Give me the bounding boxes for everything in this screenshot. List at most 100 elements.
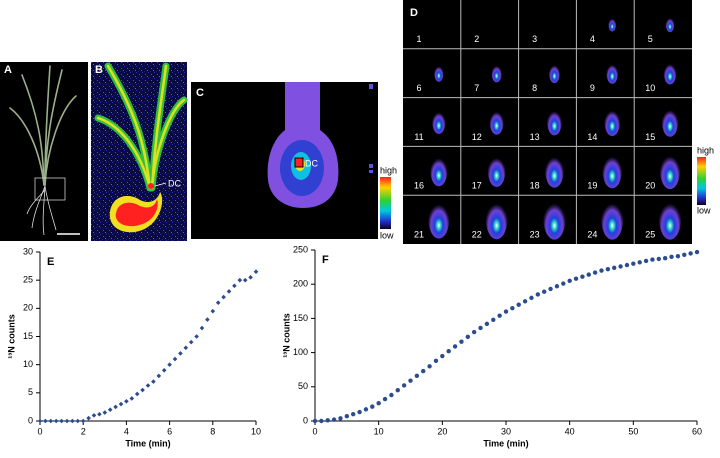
frame-number: 18: [530, 181, 540, 191]
point: [188, 339, 194, 345]
point: [161, 368, 167, 373]
y-tick-label: 250: [293, 244, 308, 254]
panel-label: C: [196, 87, 204, 99]
point: [688, 251, 693, 256]
point: [503, 309, 509, 314]
x-tick-label: 60: [692, 426, 702, 436]
photo-background: [0, 62, 88, 241]
point: [427, 364, 432, 369]
point: [64, 418, 70, 424]
panel-label: D: [410, 7, 418, 19]
point: [86, 415, 91, 421]
dc-region: [294, 157, 304, 168]
point: [446, 349, 451, 354]
point: [580, 274, 585, 279]
point: [554, 284, 560, 289]
y-tick-label: 30: [23, 246, 33, 256]
point: [319, 418, 324, 424]
y-tick-label: 15: [23, 331, 33, 341]
point: [102, 410, 108, 415]
x-tick-label: 30: [501, 426, 511, 436]
panel-label: B: [95, 64, 103, 76]
x-tick-label: 10: [374, 426, 384, 436]
point: [129, 396, 135, 401]
frame-signal: [665, 16, 675, 33]
annotation-arrow: [154, 182, 167, 187]
scale-high: high: [697, 145, 714, 155]
point: [75, 418, 81, 424]
x-tick-label: 0: [37, 426, 42, 436]
frame-number: 25: [645, 229, 655, 239]
frame-signal: [428, 200, 450, 239]
point: [351, 411, 356, 417]
point: [484, 321, 490, 327]
point: [134, 391, 140, 397]
frame-number: 3: [532, 34, 537, 44]
point: [694, 249, 700, 255]
point: [248, 275, 253, 280]
scale-low: low: [697, 205, 711, 215]
point: [516, 302, 521, 307]
frame-number: 6: [416, 83, 421, 93]
point: [669, 254, 674, 260]
point: [205, 317, 210, 322]
annotation: DC: [305, 158, 318, 168]
frame-signal: [545, 153, 564, 188]
y-tick-label: 25: [23, 275, 33, 285]
point: [215, 300, 221, 305]
point: [452, 344, 458, 349]
y-tick-label: 0: [28, 415, 33, 425]
point: [325, 418, 330, 423]
point: [48, 418, 54, 424]
plant: [9, 65, 77, 186]
point: [624, 262, 630, 268]
point: [210, 308, 216, 314]
point: [529, 295, 534, 301]
point: [535, 292, 541, 297]
color-bar: [380, 177, 391, 229]
frame-signal: [548, 63, 560, 84]
y-tick-label: 150: [293, 313, 308, 323]
frame-signal: [432, 110, 446, 134]
point: [331, 417, 337, 422]
frame-signal: [659, 152, 681, 190]
point: [433, 358, 439, 364]
frame-number: 10: [645, 83, 655, 93]
frame-number: 7: [474, 83, 479, 93]
y-tick-label: 200: [293, 279, 308, 289]
point: [548, 286, 553, 292]
point: [145, 383, 151, 388]
x-tick-label: 0: [312, 426, 317, 436]
panel-b: DC B: [91, 62, 188, 241]
point: [172, 356, 178, 362]
frame-number: 8: [532, 83, 537, 93]
point: [124, 398, 129, 404]
frame-number: 4: [590, 34, 595, 44]
point: [226, 289, 232, 294]
y-tick-label: 5: [28, 387, 33, 397]
point: [151, 379, 156, 384]
frame-signal: [543, 199, 566, 240]
point: [618, 264, 623, 269]
point: [156, 373, 162, 379]
point: [178, 351, 183, 356]
x-tick-label: 6: [167, 426, 172, 436]
x-tick-label: 40: [565, 426, 575, 436]
frame-number: 17: [472, 181, 482, 191]
point: [471, 329, 477, 335]
dc-spot: [148, 183, 154, 189]
point: [312, 418, 318, 424]
y-tick-label: 20: [23, 303, 33, 313]
point: [167, 362, 172, 367]
frame-signal: [487, 154, 506, 187]
frame-number: 21: [414, 229, 424, 239]
frame-number: 22: [472, 229, 482, 239]
point: [567, 278, 572, 283]
point: [656, 256, 661, 262]
point: [478, 325, 483, 331]
noise-pixel: [369, 84, 373, 89]
x-tick-label: 10: [251, 426, 261, 436]
point: [643, 258, 649, 264]
point: [70, 418, 75, 424]
point: [599, 268, 604, 273]
